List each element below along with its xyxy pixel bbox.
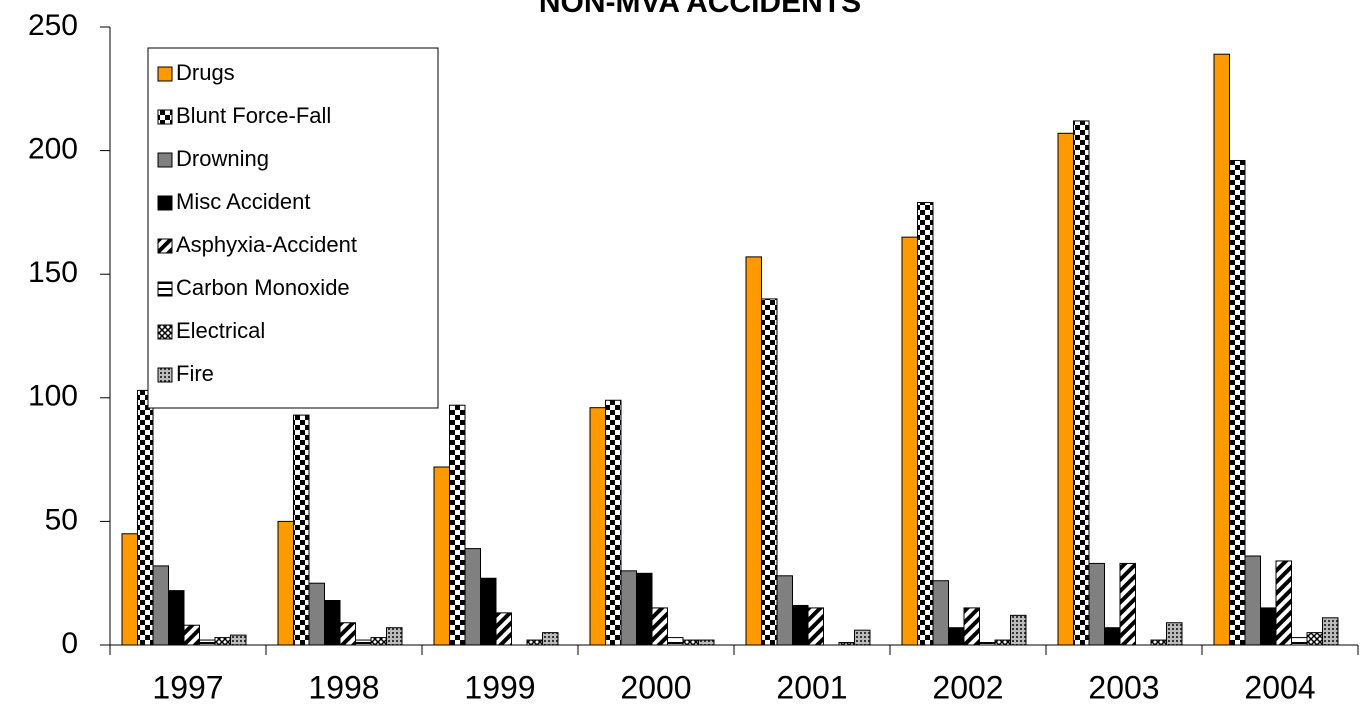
x-tick-label: 2004 (1244, 669, 1315, 705)
legend-swatch (157, 109, 173, 125)
bar (277, 520, 294, 646)
bar (1104, 627, 1121, 646)
bar (1010, 614, 1027, 646)
bar (932, 580, 949, 646)
x-tick-label: 2003 (1088, 669, 1159, 705)
bar (636, 572, 653, 646)
bar (807, 607, 824, 646)
legend-swatch (157, 152, 173, 168)
bar (620, 570, 637, 646)
bar (1229, 159, 1246, 646)
bar (605, 399, 622, 646)
x-tick-label: 2000 (620, 669, 691, 705)
x-tick-label: 1999 (464, 669, 535, 705)
legend-swatch (157, 281, 173, 297)
bar (355, 639, 372, 646)
bar (386, 627, 403, 646)
legend-swatch (157, 324, 173, 340)
bar (1088, 562, 1105, 646)
bar (1322, 617, 1339, 646)
legend-swatch (157, 238, 173, 254)
bar (370, 637, 387, 646)
x-tick-label: 2002 (932, 669, 1003, 705)
bar (480, 577, 497, 646)
bar (651, 607, 668, 646)
legend-label: Drowning (176, 146, 269, 171)
bar (293, 414, 310, 646)
y-tick-label: 100 (28, 380, 78, 413)
bar (1073, 120, 1090, 646)
bar (917, 202, 934, 646)
bar (667, 637, 684, 646)
legend-swatch (157, 66, 173, 82)
bar (199, 639, 216, 646)
bar (948, 627, 965, 646)
y-tick-label: 200 (28, 133, 78, 166)
bar (745, 256, 762, 646)
bar (526, 639, 543, 646)
bar (1244, 555, 1261, 646)
bar (1213, 53, 1230, 646)
bar (433, 466, 450, 646)
legend-box (147, 47, 439, 409)
bar (1275, 560, 1292, 646)
bar (495, 612, 512, 646)
bar (682, 639, 699, 646)
bar (152, 565, 169, 646)
y-tick-label: 150 (28, 256, 78, 289)
bar (792, 604, 809, 646)
bar (308, 582, 325, 646)
x-tick-label: 1998 (308, 669, 379, 705)
bar (137, 389, 154, 646)
bar (963, 607, 980, 646)
bar (464, 548, 481, 646)
legend-label: Blunt Force-Fall (176, 103, 331, 128)
bar (542, 632, 559, 646)
bar (698, 639, 715, 646)
chart-title: NON-MVA ACCIDENTS (539, 0, 861, 19)
bar (1166, 622, 1183, 646)
bar (589, 407, 606, 646)
legend-label: Drugs (176, 60, 235, 85)
legend-label: Fire (176, 361, 214, 386)
bar (121, 533, 138, 646)
bar (901, 236, 918, 646)
bar (761, 298, 778, 646)
bar (324, 600, 341, 646)
legend-label: Electrical (176, 318, 265, 343)
legend-label: Asphyxia-Accident (176, 232, 357, 257)
bar (339, 622, 356, 646)
y-tick-label: 250 (28, 9, 78, 42)
bar (449, 404, 466, 646)
bar (1057, 132, 1074, 646)
y-tick-label: 0 (61, 627, 78, 660)
bar (1291, 637, 1308, 646)
bar (1306, 632, 1323, 646)
legend-label: Carbon Monoxide (176, 275, 350, 300)
y-tick-label: 50 (45, 503, 78, 536)
bar (230, 634, 247, 646)
bar (1150, 639, 1167, 646)
x-tick-label: 1997 (152, 669, 223, 705)
x-tick-label: 2001 (776, 669, 847, 705)
bar (1119, 562, 1136, 646)
legend-label: Misc Accident (176, 189, 311, 214)
bar (776, 575, 793, 646)
bar (183, 624, 200, 646)
bar (994, 639, 1011, 646)
bar (214, 637, 231, 646)
legend-swatch (157, 195, 173, 211)
bar (1260, 607, 1277, 646)
legend-swatch (157, 367, 173, 383)
bar (854, 629, 871, 646)
bar (168, 590, 185, 646)
